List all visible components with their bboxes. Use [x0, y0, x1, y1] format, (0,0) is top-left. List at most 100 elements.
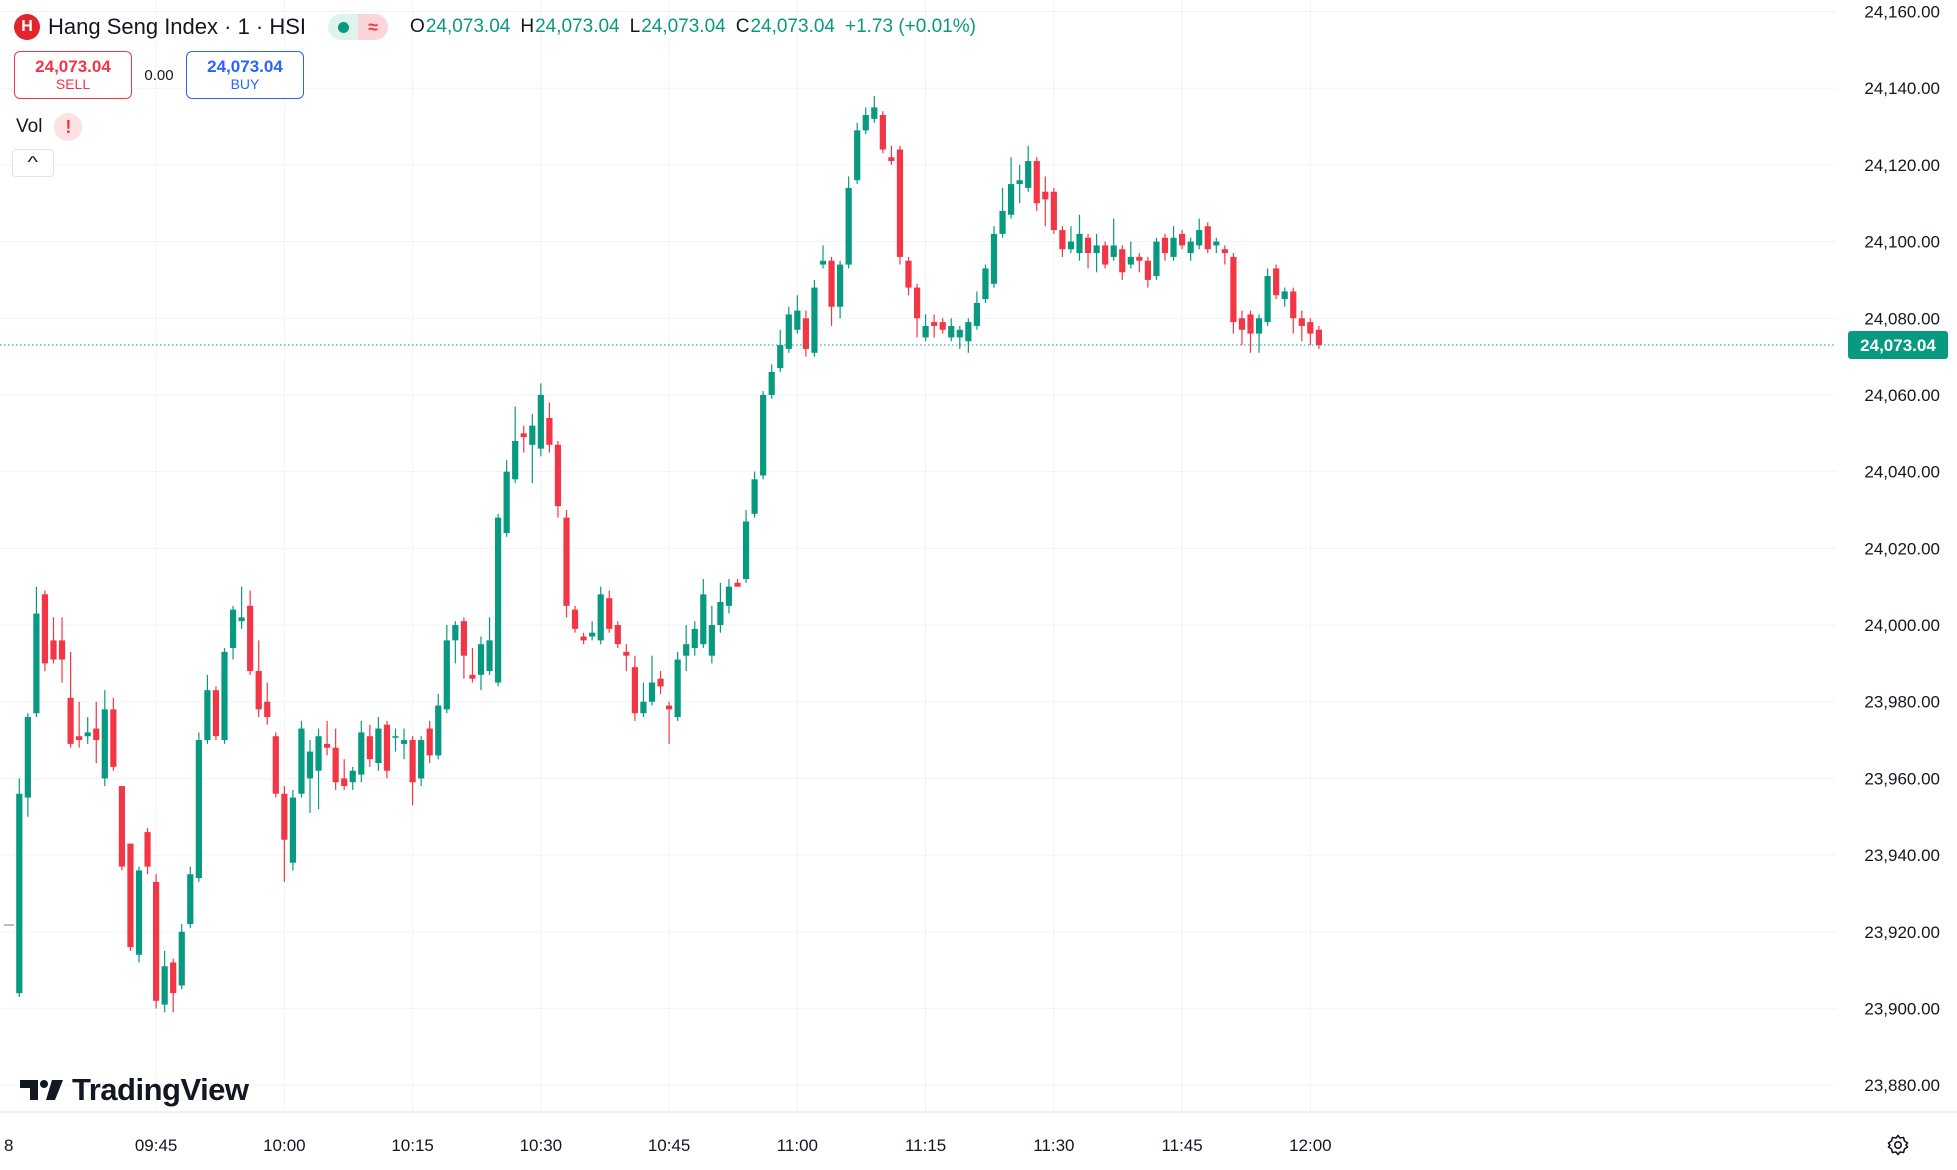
vol-label: Vol [16, 116, 43, 137]
buy-button[interactable]: 24,073.04 BUY [186, 51, 304, 99]
x-tick-label: 09:45 [135, 1136, 178, 1155]
y-tick-label: 23,900.00 [1864, 999, 1940, 1018]
gear-icon[interactable] [1886, 1133, 1910, 1157]
candle [640, 682, 647, 718]
candle [956, 325, 963, 349]
candle [1033, 157, 1040, 211]
warning-icon[interactable]: ! [54, 113, 83, 141]
candle [212, 686, 220, 741]
candle [1264, 268, 1271, 326]
candle [298, 720, 305, 798]
price-axis[interactable]: 23,880.00 23,900.00 23,920.00 23,940.00 23,9… [1864, 3, 1940, 1096]
candle [725, 579, 733, 614]
candle [1119, 245, 1126, 280]
candle [409, 736, 416, 806]
candle [760, 391, 767, 480]
candle [495, 513, 502, 687]
candle [1110, 218, 1117, 261]
candle [913, 283, 921, 338]
open-value: 24,073.04 [425, 16, 511, 37]
y-tick-label: 24,140.00 [1864, 79, 1940, 98]
candle [768, 364, 775, 399]
candle [1008, 157, 1015, 219]
symbol-title[interactable]: Hang Seng Index · 1 · HSI [48, 14, 307, 39]
candle [871, 95, 878, 123]
tradingview-brand[interactable]: TradingView [20, 1072, 249, 1108]
candle [24, 713, 31, 817]
candle [229, 605, 237, 660]
candle [896, 145, 904, 265]
buy-price: 24,073.04 [207, 57, 283, 76]
candle [1144, 256, 1151, 288]
candle [563, 509, 570, 618]
candle [1059, 226, 1066, 257]
candle [794, 295, 801, 334]
candle [1179, 230, 1186, 250]
y-tick-label: 24,020.00 [1864, 539, 1940, 558]
candle [1196, 218, 1203, 250]
candle [76, 701, 83, 748]
x-tick-label: 12:00 [1289, 1136, 1332, 1155]
candle [1255, 314, 1263, 353]
y-tick-label: 23,940.00 [1864, 846, 1940, 865]
candle [1067, 226, 1075, 254]
candle [1153, 237, 1160, 280]
candle [460, 617, 467, 679]
candle [452, 621, 459, 664]
candle [512, 406, 519, 484]
chart-legend: H Hang Seng Index · 1 · HSI ≈ O 24,073.0… [14, 12, 976, 42]
candle [41, 590, 49, 672]
candle [144, 828, 151, 875]
trade-panel: 24,073.04 SELL 0.00 24,073.04 BUY [14, 51, 304, 99]
candle [332, 728, 339, 790]
candle [503, 460, 510, 537]
candle [1161, 233, 1169, 261]
candle [742, 509, 750, 583]
volume-indicator-legend[interactable]: Vol ! [16, 113, 83, 141]
candle [50, 617, 57, 664]
low-key: L [629, 16, 641, 37]
candle [546, 402, 553, 453]
candle [247, 590, 254, 675]
candle [845, 176, 852, 269]
candle [426, 720, 433, 764]
candle [623, 644, 630, 672]
low-value: 24,073.04 [641, 16, 726, 37]
candle [110, 697, 117, 771]
candle [819, 245, 827, 269]
close-key: C [735, 16, 750, 37]
x-edge-label: 8 [4, 1136, 13, 1155]
hsi-logo-icon: H [14, 14, 40, 40]
candle [1042, 176, 1049, 227]
time-axis[interactable]: 09:45 10:00 10:15 10:30 10:45 11:00 11:15 11:30… [0, 1111, 1957, 1155]
spread-value: 0.00 [144, 66, 174, 84]
y-tick-label: 24,080.00 [1864, 309, 1940, 328]
candle [1221, 245, 1228, 265]
collapse-legend-button[interactable]: ^ [12, 149, 54, 177]
market-status[interactable]: ≈ [328, 14, 389, 40]
candle [854, 122, 861, 185]
candle [554, 440, 562, 518]
candle [939, 318, 946, 334]
candle [1127, 241, 1134, 269]
sell-button[interactable]: 24,073.04 SELL [14, 51, 132, 99]
candle [648, 655, 656, 706]
candle [683, 625, 690, 672]
candle [965, 318, 972, 353]
last-price-label: 24,073.04 [1860, 336, 1936, 355]
candle [657, 671, 664, 695]
candle [1213, 237, 1220, 254]
x-tick-label: 10:45 [648, 1136, 691, 1155]
candle [153, 874, 160, 1009]
candle [272, 732, 279, 798]
candle [1238, 310, 1246, 346]
market-open-icon [328, 14, 359, 40]
y-tick-label: 24,060.00 [1864, 386, 1940, 405]
candle [443, 625, 450, 714]
candle [1273, 264, 1280, 300]
y-tick-label: 23,960.00 [1864, 769, 1940, 788]
open-key: O [410, 16, 425, 37]
candle [862, 107, 869, 135]
candle [400, 728, 408, 760]
